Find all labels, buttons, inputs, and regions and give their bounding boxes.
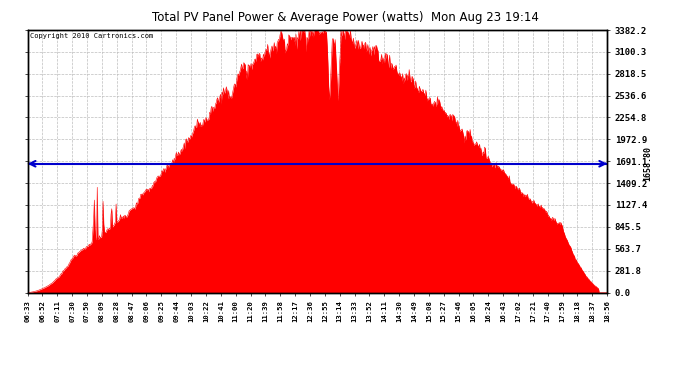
- Text: 1658.80: 1658.80: [643, 146, 652, 181]
- Text: Copyright 2010 Cartronics.com: Copyright 2010 Cartronics.com: [30, 33, 154, 39]
- Text: Total PV Panel Power & Average Power (watts)  Mon Aug 23 19:14: Total PV Panel Power & Average Power (wa…: [152, 11, 538, 24]
